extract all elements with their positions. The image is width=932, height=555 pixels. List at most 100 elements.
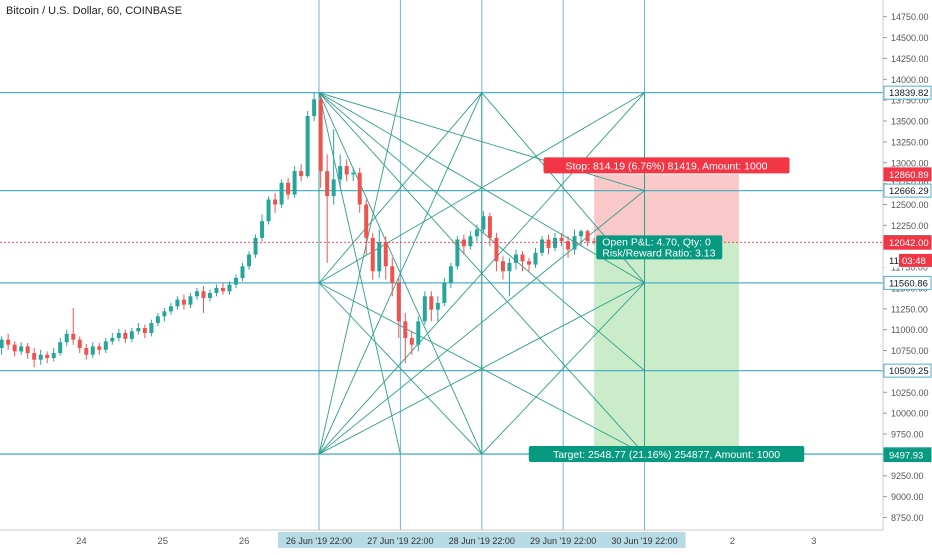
candle-body bbox=[390, 266, 395, 283]
candle-body bbox=[116, 333, 121, 339]
x-tick-label: 26 bbox=[239, 536, 250, 547]
candle bbox=[90, 342, 95, 359]
candle bbox=[188, 292, 193, 308]
candle-body bbox=[45, 354, 50, 359]
y-tick-label: 14000.00 bbox=[891, 75, 929, 85]
candle bbox=[377, 229, 382, 278]
candle-body bbox=[299, 171, 304, 177]
time-badge-label: 27 Jun '19 22:00 bbox=[367, 536, 433, 546]
candle bbox=[149, 319, 154, 337]
candle-body bbox=[77, 339, 82, 349]
candle-body bbox=[592, 241, 597, 243]
pnl-label-bg bbox=[596, 235, 723, 260]
candle bbox=[116, 328, 121, 342]
y-tick-label: 9250.00 bbox=[891, 471, 924, 481]
candle bbox=[266, 196, 271, 225]
candle-body bbox=[416, 321, 421, 345]
candle-body bbox=[220, 287, 225, 292]
candle-body bbox=[546, 239, 551, 248]
candle bbox=[103, 338, 108, 354]
candle-body bbox=[305, 116, 310, 177]
target-zone bbox=[594, 242, 739, 456]
candle-body bbox=[344, 166, 349, 175]
candle-body bbox=[168, 306, 173, 312]
y-tick-label: 12250.00 bbox=[891, 221, 929, 231]
time-badge-bg bbox=[278, 532, 361, 548]
plot-area bbox=[0, 0, 883, 530]
price-tag: 12042.00 bbox=[883, 235, 932, 250]
candle-body bbox=[559, 237, 564, 242]
candle-body bbox=[370, 237, 375, 272]
candle-body bbox=[435, 302, 440, 310]
candle bbox=[422, 291, 427, 325]
candle bbox=[344, 159, 349, 182]
fan-line bbox=[318, 92, 483, 455]
candle bbox=[273, 192, 278, 213]
candle bbox=[201, 286, 206, 313]
candle-body bbox=[396, 282, 401, 322]
price-tag-bg bbox=[883, 85, 932, 100]
candle bbox=[6, 333, 11, 350]
price-tag-bg bbox=[883, 235, 932, 250]
candle bbox=[442, 277, 447, 307]
time-badge: 30 Jun '19 22:00 bbox=[603, 532, 686, 548]
candle bbox=[416, 316, 421, 352]
candle bbox=[220, 282, 225, 295]
candle-body bbox=[351, 172, 356, 175]
candle bbox=[559, 232, 564, 247]
candle-body bbox=[240, 266, 245, 278]
candle-body bbox=[364, 204, 369, 238]
candle bbox=[481, 211, 486, 233]
candle bbox=[526, 257, 531, 272]
stop-zone bbox=[594, 174, 739, 243]
y-tick-label: 9750.00 bbox=[891, 430, 924, 440]
time-badge: 27 Jun '19 22:00 bbox=[359, 532, 442, 548]
candle bbox=[19, 342, 24, 355]
target-label-bg bbox=[528, 446, 805, 463]
candle-body bbox=[103, 341, 108, 350]
time-badge: 29 Jun '19 22:00 bbox=[522, 532, 605, 548]
y-tick-label: 14250.00 bbox=[891, 54, 929, 64]
price-tag-bg bbox=[883, 448, 932, 463]
candle bbox=[461, 234, 466, 255]
y-tick-label: 10000.00 bbox=[891, 409, 929, 419]
y-tick-label: 10250.00 bbox=[891, 388, 929, 398]
candle bbox=[468, 231, 473, 250]
candle bbox=[396, 277, 401, 339]
candle-body bbox=[429, 296, 434, 310]
candle-body bbox=[572, 236, 577, 250]
candle-body bbox=[553, 237, 558, 248]
candle bbox=[51, 348, 56, 362]
stop-label-bg bbox=[543, 157, 790, 174]
candle bbox=[331, 129, 336, 205]
candle-body bbox=[110, 338, 115, 342]
candle-body bbox=[38, 354, 43, 360]
candle bbox=[409, 331, 414, 355]
candle bbox=[370, 232, 375, 280]
candle-body bbox=[149, 323, 154, 334]
candle bbox=[84, 343, 89, 360]
candle-body bbox=[566, 241, 571, 250]
price-tag-label: 13839.82 bbox=[889, 88, 929, 99]
candle bbox=[585, 229, 590, 247]
candle bbox=[260, 214, 265, 242]
candle-body bbox=[19, 346, 24, 352]
y-tick-label: 13750.00 bbox=[891, 96, 929, 106]
candle bbox=[207, 289, 212, 302]
candle bbox=[546, 234, 551, 255]
x-tick-label: 2 bbox=[730, 536, 735, 547]
candle bbox=[155, 312, 160, 327]
time-badge-bg bbox=[359, 532, 442, 548]
candle bbox=[292, 166, 297, 198]
time-badge: 28 Jun '19 22:00 bbox=[440, 532, 523, 548]
candle-body bbox=[533, 252, 538, 265]
candle bbox=[338, 154, 343, 188]
candle-body bbox=[51, 353, 56, 359]
y-tick-label: 13250.00 bbox=[891, 137, 929, 147]
candle bbox=[403, 312, 408, 364]
countdown-bg bbox=[899, 253, 932, 267]
candle bbox=[0, 336, 4, 355]
candle-body bbox=[507, 262, 512, 272]
